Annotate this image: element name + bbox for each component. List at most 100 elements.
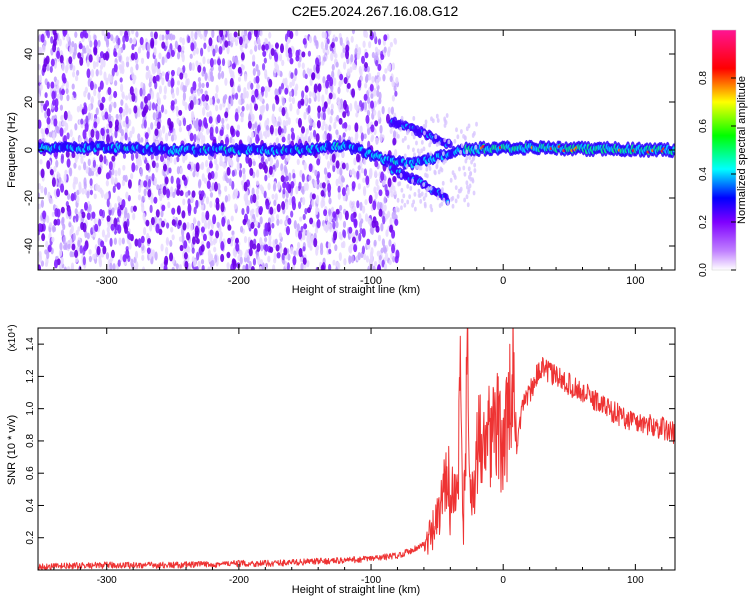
noise-speckle xyxy=(328,263,332,270)
noise-blob xyxy=(178,109,183,116)
noise-blob xyxy=(93,46,98,56)
noise-speckle xyxy=(341,151,345,158)
snr-ytick-label: 1.0 xyxy=(25,401,36,415)
noise-speckle xyxy=(58,177,62,183)
noise-speckle xyxy=(206,58,211,64)
noise-speckle xyxy=(209,200,213,209)
noise-speckle xyxy=(221,58,226,67)
noise-speckle xyxy=(120,99,124,106)
noise-speckle xyxy=(200,139,204,145)
noise-speckle xyxy=(367,217,372,225)
noise-speckle xyxy=(105,39,110,48)
noise-speckle xyxy=(122,174,126,181)
snr-series-line xyxy=(38,328,675,570)
noise-speckle xyxy=(87,158,91,167)
noise-speckle xyxy=(100,56,104,66)
noise-speckle xyxy=(218,65,222,73)
noise-blob xyxy=(235,243,240,252)
noise-blob xyxy=(200,226,205,233)
noise-speckle xyxy=(346,189,350,196)
transition-speckle xyxy=(467,187,471,193)
noise-speckle xyxy=(124,102,128,111)
noise-speckle xyxy=(209,192,214,198)
noise-blob xyxy=(341,187,346,197)
noise-speckle xyxy=(140,201,144,208)
noise-speckle xyxy=(214,171,218,179)
noise-blob xyxy=(292,255,297,266)
noise-speckle xyxy=(93,89,97,97)
transition-speckle xyxy=(449,177,453,183)
noise-blob xyxy=(274,94,279,101)
noise-blob xyxy=(117,208,122,217)
spectrogram-xtick-label: -100 xyxy=(360,275,382,287)
noise-speckle xyxy=(149,204,153,214)
noise-blob xyxy=(50,81,55,89)
noise-speckle xyxy=(137,194,142,201)
noise-speckle xyxy=(359,75,364,82)
noise-blob xyxy=(53,32,58,41)
noise-speckle xyxy=(124,132,128,141)
noise-speckle xyxy=(92,159,97,168)
noise-speckle xyxy=(103,155,107,165)
transition-speckle xyxy=(416,148,420,154)
noise-speckle xyxy=(145,71,149,81)
noise-speckle xyxy=(191,247,195,254)
noise-blob xyxy=(370,124,375,133)
noise-speckle xyxy=(176,108,180,118)
noise-speckle xyxy=(334,53,338,59)
noise-speckle xyxy=(376,201,381,211)
noise-blob xyxy=(86,68,91,79)
transition-speckle xyxy=(468,155,472,161)
noise-speckle xyxy=(193,133,197,143)
snr-ytick-label: 1.4 xyxy=(25,337,36,351)
noise-speckle xyxy=(390,190,394,198)
noise-speckle xyxy=(77,226,81,232)
noise-speckle xyxy=(125,95,129,101)
noise-speckle xyxy=(243,236,248,244)
noise-speckle xyxy=(224,172,228,182)
noise-blob xyxy=(93,39,98,48)
noise-speckle xyxy=(49,222,53,228)
noise-speckle xyxy=(142,212,146,221)
noise-speckle xyxy=(157,68,161,77)
noise-blob xyxy=(124,35,129,43)
noise-speckle xyxy=(76,195,80,204)
noise-speckle xyxy=(342,132,346,138)
noise-speckle xyxy=(201,214,205,224)
noise-blob xyxy=(378,208,383,217)
noise-speckle xyxy=(224,195,228,203)
noise-speckle xyxy=(391,211,395,220)
noise-speckle xyxy=(278,106,282,113)
noise-blob xyxy=(317,83,322,93)
noise-speckle xyxy=(314,39,319,46)
noise-speckle xyxy=(104,234,108,243)
noise-blob xyxy=(51,99,56,106)
noise-blob xyxy=(353,218,358,229)
noise-blob xyxy=(285,181,290,191)
noise-blob xyxy=(224,111,229,119)
noise-speckle xyxy=(388,239,392,247)
noise-blob xyxy=(219,30,224,38)
noise-speckle xyxy=(336,167,340,175)
noise-speckle xyxy=(192,217,197,225)
noise-speckle xyxy=(149,74,153,83)
noise-speckle xyxy=(296,223,300,233)
noise-blob xyxy=(169,252,174,262)
noise-speckle xyxy=(310,235,314,244)
noise-speckle xyxy=(161,77,165,86)
noise-speckle xyxy=(108,113,112,122)
noise-speckle xyxy=(305,128,309,135)
noise-speckle xyxy=(290,127,294,133)
noise-speckle xyxy=(167,201,171,209)
noise-speckle xyxy=(254,44,258,52)
noise-speckle xyxy=(374,191,378,200)
noise-speckle xyxy=(244,252,248,259)
transition-speckle xyxy=(436,158,440,164)
noise-blob xyxy=(208,37,213,47)
noise-speckle xyxy=(110,176,115,185)
noise-speckle xyxy=(327,242,332,249)
transition-speckle xyxy=(434,134,438,140)
noise-speckle xyxy=(224,185,228,192)
noise-speckle xyxy=(373,100,377,108)
